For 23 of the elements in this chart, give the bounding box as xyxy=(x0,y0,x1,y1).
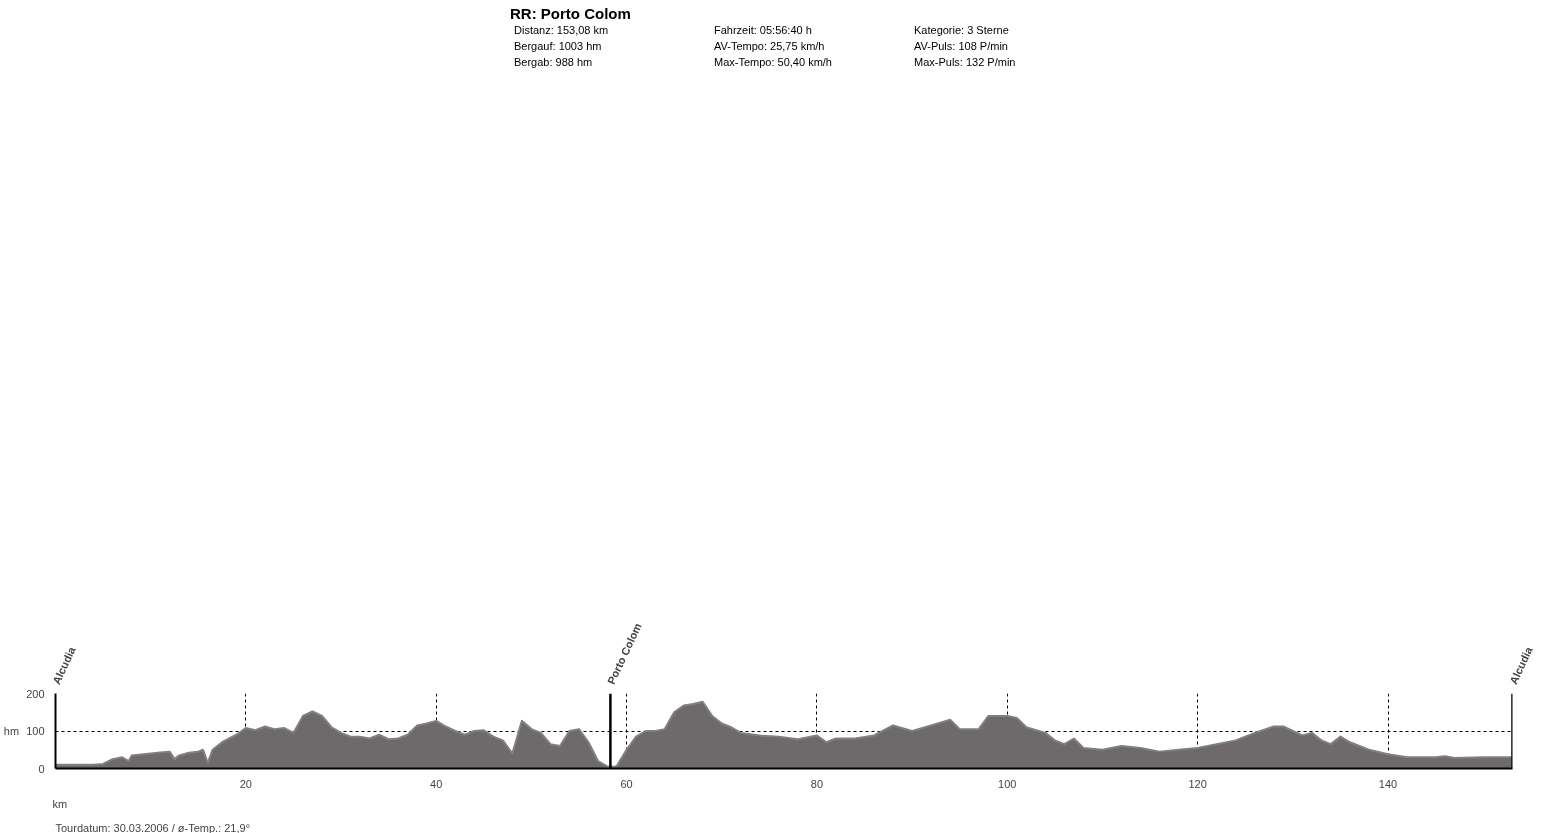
y-tick-label: 0 xyxy=(38,762,45,775)
y-axis-title: hm xyxy=(3,725,20,737)
x-tick-label: 60 xyxy=(620,777,633,790)
x-tick-label: 40 xyxy=(430,777,443,790)
x-tick-label: 80 xyxy=(810,777,824,790)
text: Fahrzeit: 05:56:40 h xyxy=(713,23,813,38)
x-tick-label: 20 xyxy=(239,777,252,790)
x-axis-title: km xyxy=(52,797,68,810)
x-tick-label: 140 xyxy=(1378,777,1398,790)
text: AV-Puls: 108 P/min xyxy=(913,39,1009,54)
text: Tourdatum: 30.03.2006 / ø-Temp.: 21,9° xyxy=(55,821,251,833)
y-tick-label: 200 xyxy=(26,687,45,700)
text: Distanz: 153,08 km xyxy=(513,23,610,38)
text: Kategorie: 3 Sterne xyxy=(913,23,1010,38)
text: Max-Puls: 132 P/min xyxy=(913,55,1017,70)
x-tick-label: 100 xyxy=(998,777,1017,790)
y-tick-label: 100 xyxy=(26,725,45,737)
text: AV-Tempo: 25,75 km/h xyxy=(713,39,826,54)
x-tick-label: 120 xyxy=(1188,777,1207,790)
text: Bergauf: 1003 hm xyxy=(513,39,603,54)
text: Max-Tempo: 50,40 km/h xyxy=(713,55,833,70)
chart-title: RR: Porto Colom xyxy=(510,5,632,22)
text: Bergab: 988 hm xyxy=(513,55,594,70)
